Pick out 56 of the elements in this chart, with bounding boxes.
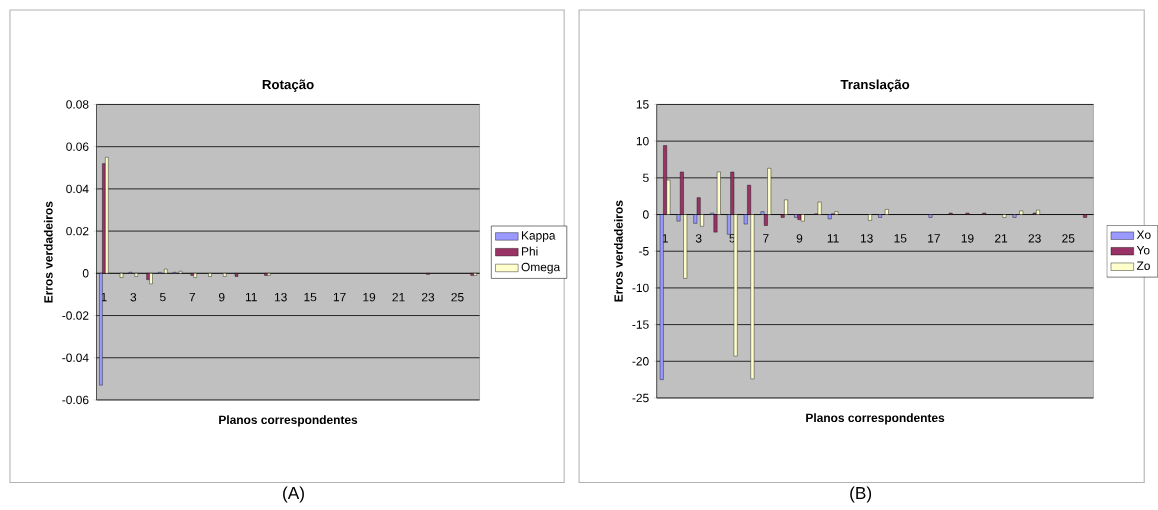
y-tick-label: -15	[632, 320, 649, 329]
legend-label: Yo	[1136, 245, 1150, 255]
x-tick-label: 3	[130, 292, 137, 302]
y-tick-label: -5	[639, 246, 649, 256]
legend-label: Phi	[521, 246, 538, 256]
x-tick-label: 19	[363, 292, 376, 302]
y-tick-label: 0	[642, 210, 649, 219]
y-tick-label: -0.02	[62, 311, 89, 320]
legend-label: Kappa	[521, 231, 556, 242]
y-tick-label: 10	[636, 136, 649, 146]
x-tick-label: 25	[451, 292, 464, 302]
x-tick-label: 23	[1028, 233, 1041, 243]
x-tick-label: 1	[101, 292, 107, 301]
x-tick-label: 3	[695, 233, 702, 243]
y-tick-label: 0.04	[66, 184, 89, 193]
legend-label: Omega	[521, 262, 561, 274]
x-tick-label: 17	[333, 292, 346, 301]
y-tick-label: 5	[643, 173, 649, 182]
legend-label: Zo	[1136, 261, 1150, 270]
x-tick-label: 21	[392, 292, 405, 302]
x-tick-label: 9	[218, 292, 225, 302]
x-tick-label: 15	[894, 233, 907, 243]
x-tick-label: 19	[961, 233, 974, 243]
chart-title: Rotação	[262, 79, 314, 92]
x-tick-label: 5	[159, 292, 166, 302]
x-tick-label: 17	[928, 233, 940, 243]
x-tick-label: 21	[995, 233, 1008, 243]
x-tick-label: 7	[189, 292, 195, 301]
x-tick-label: 1	[662, 233, 668, 243]
y-tick-label: 0.06	[66, 142, 89, 151]
x-axis-title: Planos correspondentes	[806, 413, 945, 425]
legend-label: Xo	[1136, 230, 1151, 239]
x-tick-label: 13	[274, 292, 287, 302]
x-tick-label: 11	[827, 233, 839, 243]
x-tick-label: 7	[763, 233, 769, 243]
y-tick-label: -10	[632, 283, 649, 292]
y-tick-label: -25	[632, 393, 649, 403]
x-tick-label: 9	[796, 233, 803, 243]
y-axis-title: Erros verdadeiros	[614, 200, 623, 302]
x-tick-label: 15	[304, 292, 317, 302]
x-axis-title: Planos correspondentes	[219, 415, 358, 427]
text: (B)	[850, 486, 872, 503]
x-tick-label: 11	[245, 292, 257, 301]
y-tick-label: 15	[636, 100, 649, 109]
x-tick-label: 25	[1062, 233, 1075, 243]
y-tick-label: -0.04	[62, 353, 89, 362]
y-tick-label: -20	[632, 356, 649, 366]
y-tick-label: 0	[82, 268, 89, 278]
x-tick-label: 13	[860, 233, 873, 243]
x-tick-label: 23	[421, 292, 435, 302]
y-tick-label: -0.06	[62, 395, 89, 404]
chart-title: Translação	[840, 79, 910, 92]
text: (A)	[283, 486, 304, 503]
y-tick-label: 0.02	[66, 226, 89, 236]
y-axis-title: Erros verdadeiros	[43, 201, 53, 303]
y-tick-label: 0.08	[66, 100, 89, 109]
